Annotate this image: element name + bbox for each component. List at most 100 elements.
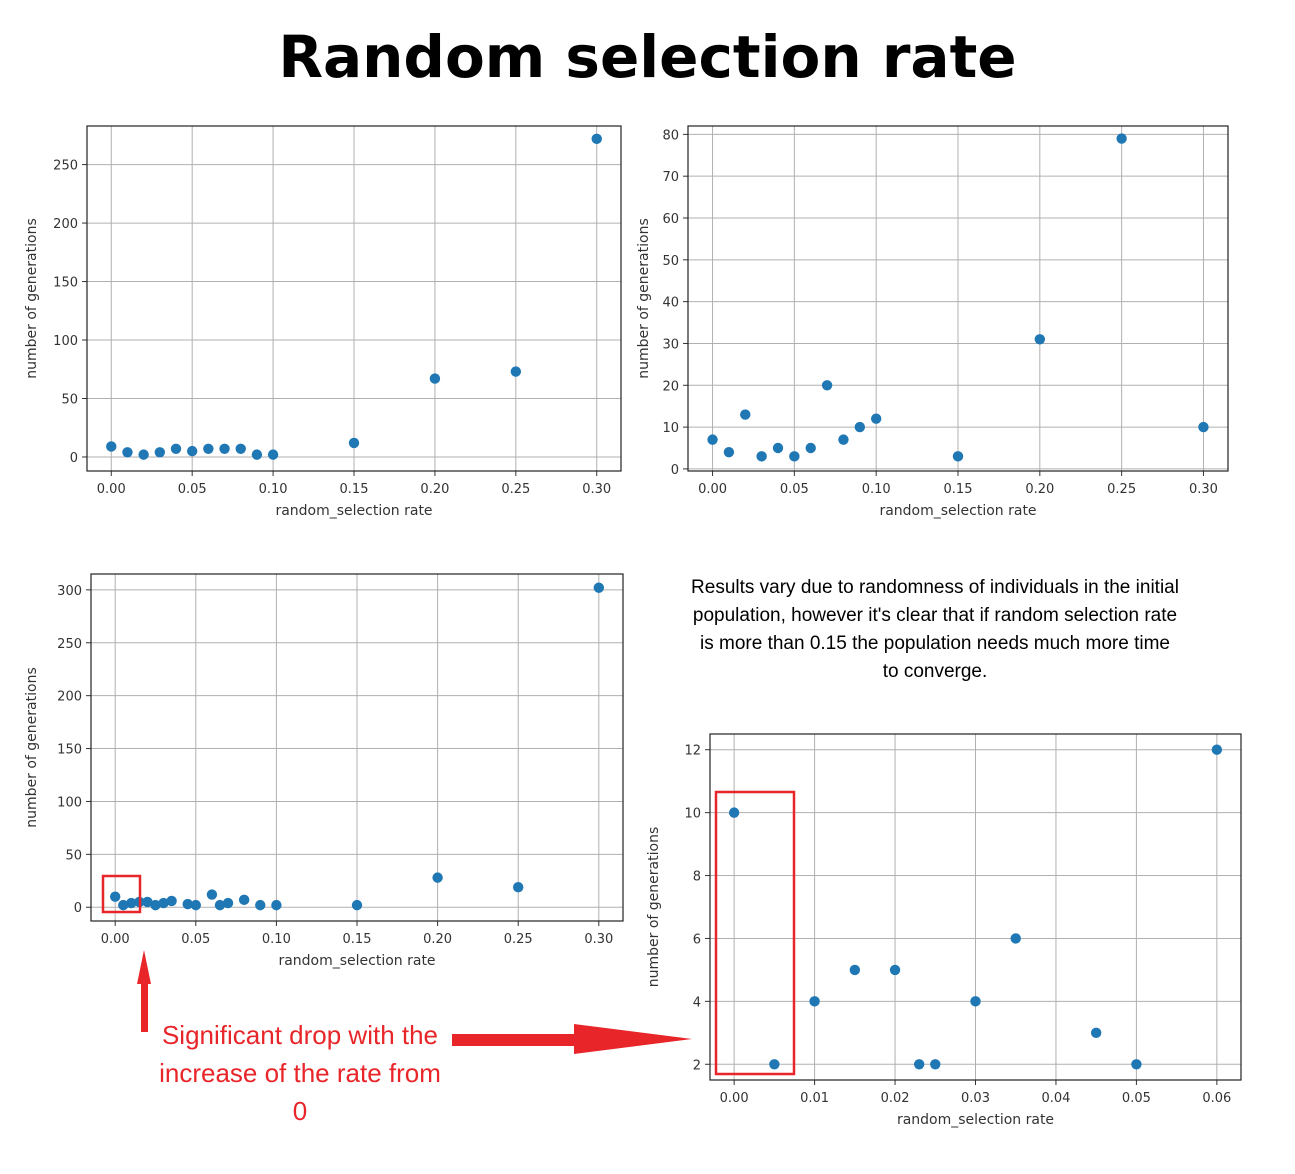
y-tick-label: 12 [684, 744, 701, 759]
y-tick-label: 50 [662, 254, 679, 269]
data-point [206, 889, 218, 900]
data-point [970, 996, 981, 1007]
x-tick-label: 0.15 [343, 932, 372, 947]
x-tick-label: 0.10 [259, 482, 288, 497]
y-tick-label: 50 [65, 848, 82, 863]
data-point [913, 1059, 925, 1070]
plot-frame [687, 125, 1229, 472]
data-point [789, 451, 800, 462]
annotation-caption: Significant drop with the increase of th… [159, 1020, 441, 1126]
data-point [271, 899, 282, 911]
scatter-chart-bottom-left: 0.00 0.05 0.10 0.15 0.20 0.25 0.30 0 50 100 150 200… [24, 573, 624, 969]
data-point [190, 899, 201, 911]
x-tick-label: 0.20 [423, 932, 452, 947]
data-point [150, 899, 161, 911]
y-tick-label: 30 [662, 337, 679, 352]
data-point [593, 582, 605, 593]
x-axis-label: random_selection rate [275, 503, 432, 519]
data-point [821, 380, 833, 391]
x-tick-label: 0.05 [181, 932, 210, 947]
data-point [251, 449, 263, 460]
x-tick-label: 0.10 [262, 932, 291, 947]
data-point [513, 881, 524, 893]
y-tick-label: 150 [57, 743, 82, 758]
data-point [182, 898, 193, 910]
data-point [348, 437, 360, 449]
data-point [756, 451, 767, 462]
y-axis-label: number of generations [646, 827, 662, 987]
grid [688, 126, 1228, 471]
x-tick-label: 0.02 [881, 1091, 910, 1106]
plot-frame [90, 573, 624, 922]
grid [710, 734, 1241, 1080]
data-point [166, 895, 177, 907]
plot-frame [709, 733, 1242, 1081]
data-point [432, 872, 443, 883]
x-tick-label: 0.30 [582, 482, 611, 497]
x-tick-label: 0.20 [1025, 482, 1054, 497]
series-points [707, 133, 1209, 462]
plot-frame [86, 125, 622, 472]
y-tick-label: 40 [662, 296, 679, 311]
y-axis-label: number of generations [636, 218, 652, 378]
data-point [203, 443, 214, 454]
data-point [854, 421, 866, 433]
y-tick-label: 250 [53, 159, 78, 174]
data-point [222, 897, 234, 909]
data-point [591, 133, 602, 145]
x-tick-label: 0.15 [944, 482, 973, 497]
y-tick-label: 0 [70, 451, 78, 466]
y-tick-label: 200 [53, 217, 78, 232]
data-point [930, 1059, 941, 1070]
data-point [889, 964, 901, 976]
y-axis-label: number of generations [24, 218, 40, 378]
series-points [728, 744, 1223, 1070]
x-tick-label: 0.00 [101, 932, 130, 947]
x-tick-label: 0.30 [1189, 482, 1218, 497]
data-point [849, 964, 861, 976]
data-point [138, 449, 149, 460]
y-tick-label: 20 [662, 379, 679, 394]
y-tick-label: 70 [662, 170, 679, 185]
y-tick-label: 60 [662, 212, 679, 227]
data-point [838, 434, 849, 445]
y-tick-label: 4 [693, 995, 701, 1010]
x-tick-label: 0.00 [97, 482, 126, 497]
x-tick-label: 0.10 [862, 482, 891, 497]
y-tick-label: 6 [693, 932, 701, 947]
y-tick-label: 10 [684, 807, 701, 822]
data-point [510, 366, 522, 377]
scatter-chart-top-right: 0.00 0.05 0.10 0.15 0.20 0.25 0.30 0 10 20 30 40 50 6… [636, 125, 1229, 519]
x-tick-label: 0.25 [501, 482, 530, 497]
x-tick-label: 0.15 [340, 482, 369, 497]
data-point [154, 447, 166, 458]
grid [87, 126, 621, 471]
x-tick-label: 0.06 [1202, 1091, 1231, 1106]
data-point [351, 899, 363, 911]
scatter-chart-top-left: 0.00 0.05 0.10 0.15 0.20 0.25 0.30 0 50 100 150 200… [24, 125, 622, 519]
y-tick-label: 250 [57, 637, 82, 652]
scatter-chart-zoomed: 0.00 0.01 0.02 0.03 0.04 0.05 0.06 2 4 6 8 10 12 rand… [646, 733, 1242, 1128]
data-point [809, 996, 820, 1007]
y-tick-label: 2 [693, 1058, 701, 1073]
data-point [158, 897, 169, 909]
grid [91, 574, 623, 921]
data-point [728, 807, 740, 818]
page-title: Random selection rate [278, 23, 1017, 91]
x-tick-label: 0.05 [178, 482, 207, 497]
x-tick-label: 0.25 [1107, 482, 1136, 497]
data-point [429, 373, 441, 384]
series-points [106, 133, 602, 460]
data-point [186, 445, 198, 457]
data-point [142, 896, 153, 908]
data-point [805, 442, 816, 454]
x-axis-label: random_selection rate [897, 1112, 1054, 1128]
data-point [769, 1059, 780, 1070]
data-point [238, 894, 250, 906]
y-tick-label: 200 [57, 690, 82, 705]
y-tick-label: 100 [53, 334, 78, 349]
data-point [870, 413, 882, 424]
y-tick-label: 8 [693, 870, 701, 885]
data-point [109, 891, 121, 902]
data-point [106, 441, 117, 452]
